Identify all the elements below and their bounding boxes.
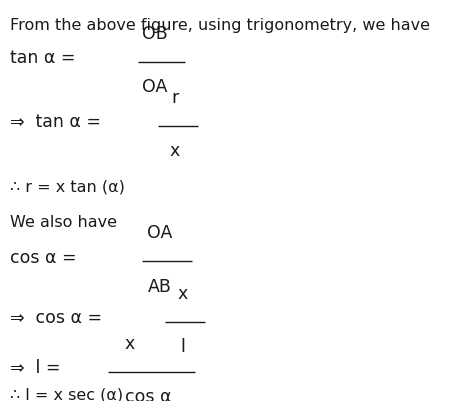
Text: We also have: We also have [10,215,117,230]
Text: ∴ l = x sec (α): ∴ l = x sec (α) [10,388,123,401]
Text: From the above figure, using trigonometry, we have: From the above figure, using trigonometr… [10,18,430,33]
Text: cos α =: cos α = [10,249,77,267]
Text: cos α: cos α [125,388,171,401]
Text: x: x [178,285,188,303]
Text: OA: OA [142,78,168,96]
Text: tan α =: tan α = [10,49,75,67]
Text: ⇒  tan α =: ⇒ tan α = [10,113,101,131]
Text: ∴ r = x tan (α): ∴ r = x tan (α) [10,180,125,195]
Text: r: r [171,89,178,107]
Text: x: x [125,335,135,353]
Text: OA: OA [147,224,173,242]
Text: x: x [170,142,180,160]
Text: ⇒  cos α =: ⇒ cos α = [10,309,102,327]
Text: OB: OB [142,25,168,43]
Text: l: l [181,338,185,356]
Text: ⇒  l =: ⇒ l = [10,359,60,377]
Text: AB: AB [148,278,172,296]
